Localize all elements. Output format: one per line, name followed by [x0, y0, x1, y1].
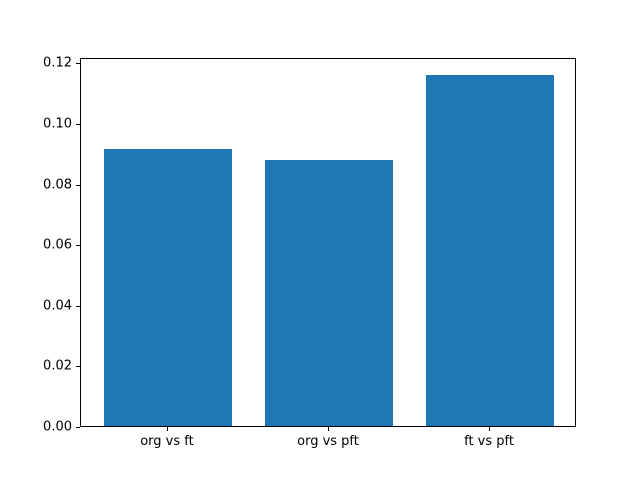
y-tick-mark [76, 124, 80, 126]
bar-org-vs-pft [264, 160, 394, 426]
x-tick-mark [489, 427, 491, 431]
bar-ft-vs-pft [425, 74, 555, 426]
y-tick-mark [76, 305, 80, 307]
y-tick-label: 0.12 [43, 55, 72, 71]
x-tick-label: org vs pft [297, 434, 359, 449]
y-tick-label: 0.04 [43, 298, 72, 314]
y-tick-mark [76, 63, 80, 65]
y-tick-mark [76, 184, 80, 186]
x-tick-label: ft vs pft [464, 434, 514, 449]
bar-org-vs-ft [103, 148, 233, 426]
y-tick-label: 0.08 [43, 177, 72, 193]
y-tick-mark [76, 427, 80, 428]
y-tick-label: 0.02 [43, 358, 72, 374]
x-tick-label: org vs ft [140, 434, 194, 449]
y-tick-label: 0.00 [43, 419, 72, 435]
y-tick-mark [76, 366, 80, 368]
x-tick-mark [328, 427, 329, 431]
y-tick-label: 0.10 [43, 116, 72, 132]
plot-area [80, 58, 576, 427]
y-tick-mark [76, 245, 80, 247]
x-tick-mark [166, 427, 168, 431]
y-tick-label: 0.06 [43, 237, 72, 253]
